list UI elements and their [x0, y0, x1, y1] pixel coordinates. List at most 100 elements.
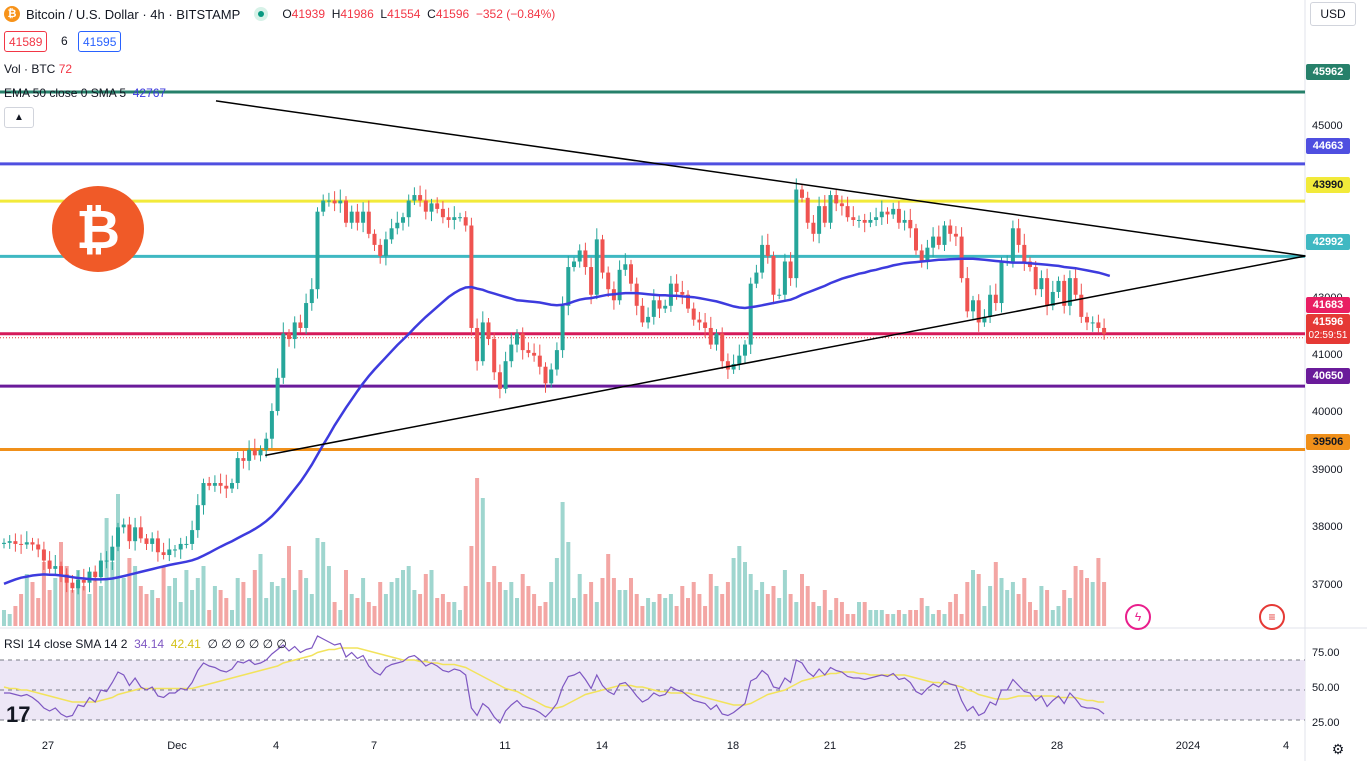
candle-body	[896, 208, 901, 223]
us-flag-icon[interactable]: ≡	[1259, 604, 1285, 630]
candle-body	[64, 574, 69, 583]
volume-bar	[777, 598, 782, 626]
candle-body	[828, 195, 833, 223]
volume-bar	[1039, 586, 1044, 626]
candle-body	[748, 283, 753, 345]
volume-bar	[857, 602, 861, 626]
volume-bar	[1010, 582, 1015, 626]
candle-body	[230, 483, 234, 489]
candle-body	[794, 189, 799, 279]
rsi-legend[interactable]: RSI 14 close SMA 14 2 34.14 42.41 ∅ ∅ ∅ …	[4, 637, 287, 651]
candle-body	[965, 278, 970, 312]
collapse-legend-button[interactable]: ▲	[4, 107, 34, 128]
gear-icon[interactable]: ⚙	[1331, 740, 1345, 757]
candle-body	[520, 333, 525, 351]
candle-body	[988, 294, 993, 317]
volume-bar	[1067, 598, 1072, 626]
volume-bar	[326, 566, 331, 626]
market-status-icon[interactable]	[254, 7, 269, 21]
volume-bar	[554, 558, 559, 626]
rsi-line	[4, 635, 1105, 725]
level-tag[interactable]: 42992	[1306, 234, 1350, 250]
ema50-line	[3, 257, 1111, 585]
candle-body	[383, 239, 388, 256]
volume-bar	[59, 542, 63, 626]
volume-bar	[492, 566, 497, 626]
volume-bar	[714, 586, 719, 626]
price-tick: 37000	[1312, 579, 1343, 591]
volume-bar	[634, 594, 639, 626]
sell-price-button[interactable]: 41589	[4, 31, 48, 52]
candle-body	[247, 449, 252, 461]
symbol-title[interactable]: Bitcoin / U.S. Dollar · 4h · BITSTAMP	[26, 6, 241, 22]
volume-bar	[851, 614, 856, 626]
level-tag[interactable]: 39506	[1306, 434, 1350, 450]
volume-bar	[896, 610, 901, 626]
candle-body	[486, 322, 491, 340]
volume-bar	[515, 598, 519, 626]
volume-bar	[805, 586, 810, 626]
bitcoin-watermark-logo: ₿	[52, 186, 144, 272]
volume-bar	[315, 538, 320, 626]
date-tick: 25	[953, 740, 967, 752]
candle-body	[24, 542, 29, 545]
candle-body	[788, 261, 793, 279]
candle-body	[931, 236, 936, 248]
volume-bar	[879, 610, 884, 626]
price-tag[interactable]: 41683	[1306, 297, 1350, 313]
lightning-icon[interactable]: ϟ	[1125, 604, 1151, 630]
volume-bar	[463, 586, 468, 626]
volume-legend[interactable]: Vol · BTC 72	[4, 62, 73, 76]
candle-body	[845, 206, 850, 218]
candle-body	[800, 189, 804, 198]
candle-body	[549, 369, 554, 384]
level-tag[interactable]: 40650	[1306, 368, 1350, 384]
volume-bar	[207, 610, 212, 626]
candle-body	[651, 300, 656, 317]
volume-bar	[686, 598, 690, 626]
candle-body	[418, 195, 423, 201]
volume-bar	[743, 562, 747, 626]
candle-body	[879, 211, 884, 218]
candle-body	[110, 546, 115, 561]
candle-body	[1050, 291, 1055, 306]
volume-bar	[953, 594, 958, 626]
level-tag[interactable]: 44663	[1306, 138, 1350, 154]
candle-body	[760, 244, 765, 273]
ema-legend[interactable]: EMA 50 close 0 SMA 5 42767	[4, 86, 167, 100]
candle-body	[252, 449, 257, 456]
volume-bar	[383, 594, 388, 626]
candle-body	[680, 291, 685, 295]
volume-bar	[133, 566, 138, 626]
candle-body	[190, 530, 195, 544]
volume-bar	[782, 570, 787, 626]
candle-body	[583, 250, 588, 268]
volume-bar	[418, 594, 423, 626]
candle-body	[492, 339, 497, 373]
volume-bar	[1005, 590, 1010, 626]
volume-bar	[971, 570, 975, 626]
volume-bar	[760, 582, 765, 626]
tradingview-logo[interactable]: 17	[6, 702, 31, 727]
candle-body	[76, 579, 81, 589]
volume-bar	[412, 590, 417, 626]
last-price-tag[interactable]: 41596 02:59:51	[1306, 314, 1350, 344]
level-tag[interactable]: 45962	[1306, 64, 1350, 80]
level-tag[interactable]: 43990	[1306, 177, 1350, 193]
currency-selector[interactable]: USD	[1310, 2, 1356, 26]
candle-body	[235, 458, 240, 484]
volume-bar	[623, 590, 628, 626]
candle-body	[47, 560, 52, 569]
volume-bar	[36, 598, 41, 626]
volume-bar	[697, 594, 702, 626]
volume-bar	[532, 594, 537, 626]
candle-body	[589, 267, 594, 295]
candle-body	[919, 250, 924, 262]
buy-price-button[interactable]: 41595	[78, 31, 122, 52]
volume-bar	[1062, 590, 1067, 626]
candle-body	[53, 566, 58, 569]
volume-bar	[167, 586, 172, 626]
volume-bar	[942, 614, 947, 626]
candle-body	[857, 219, 861, 221]
